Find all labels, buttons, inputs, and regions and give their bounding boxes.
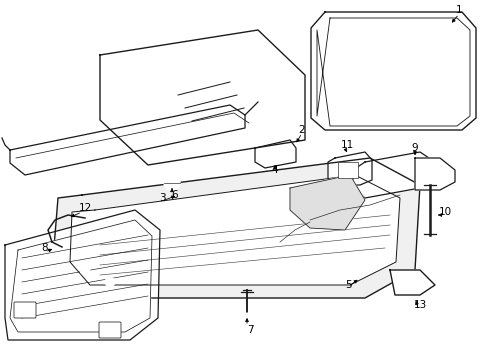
Text: 2: 2: [298, 125, 305, 135]
Polygon shape: [414, 158, 454, 190]
Text: 13: 13: [412, 300, 426, 310]
Circle shape: [431, 166, 447, 182]
Polygon shape: [327, 152, 371, 185]
Polygon shape: [100, 30, 305, 165]
Circle shape: [80, 265, 90, 275]
FancyBboxPatch shape: [337, 162, 357, 178]
Polygon shape: [5, 210, 160, 340]
Polygon shape: [352, 152, 431, 198]
Text: 6: 6: [171, 190, 178, 200]
Polygon shape: [10, 105, 244, 175]
Text: 12: 12: [78, 203, 91, 213]
Polygon shape: [10, 220, 152, 332]
Circle shape: [105, 277, 115, 287]
Text: 3: 3: [159, 193, 165, 203]
Polygon shape: [70, 175, 399, 285]
Circle shape: [242, 313, 251, 323]
Text: 8: 8: [41, 243, 48, 253]
Text: 9: 9: [411, 143, 417, 153]
Circle shape: [163, 175, 180, 191]
Circle shape: [349, 260, 359, 270]
Text: 4: 4: [271, 165, 278, 175]
Circle shape: [374, 250, 384, 260]
Polygon shape: [52, 158, 419, 298]
Polygon shape: [310, 12, 475, 130]
Text: 1: 1: [455, 5, 461, 15]
Text: 7: 7: [246, 325, 253, 335]
Polygon shape: [389, 270, 434, 295]
Text: 11: 11: [340, 140, 353, 150]
Polygon shape: [289, 175, 364, 230]
Polygon shape: [254, 140, 295, 168]
Text: 10: 10: [438, 207, 450, 217]
FancyBboxPatch shape: [99, 322, 121, 338]
Text: 5: 5: [344, 280, 350, 290]
FancyBboxPatch shape: [14, 302, 36, 318]
